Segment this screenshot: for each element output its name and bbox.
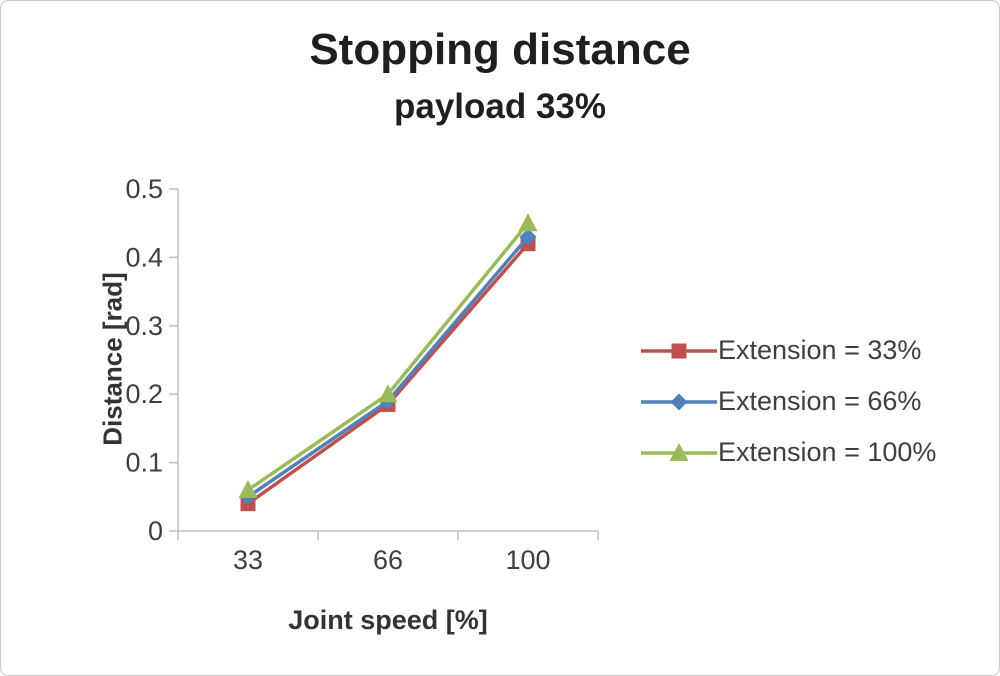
series-line [246,242,530,506]
marker-triangle [518,213,538,232]
y-tick-label: 0 [148,516,163,546]
x-axis-title: Joint speed [%] [288,605,488,635]
y-tick-label: 0.5 [125,174,163,204]
legend-marker-extension-100-icon [641,442,717,461]
legend: Extension = 33% Extension = 66% Extensio… [641,335,936,468]
legend-label: Extension = 33% [718,335,922,365]
series-2 [238,213,538,498]
marker-square [671,343,687,358]
legend-item: Extension = 66% [641,386,936,417]
marker-diamond [519,228,537,246]
legend-label: Extension = 100% [718,437,937,467]
y-tick-label: 0.3 [125,311,163,341]
plot-area: 0 0.1 0.2 0.3 0.4 0.5 33 66 100 [125,174,599,575]
marker-triangle [238,479,258,498]
marker-diamond [670,393,688,410]
y-tick-label: 0.1 [125,448,163,478]
series-line [247,222,530,492]
marker-triangle [669,442,689,461]
x-tick-label: 33 [233,545,263,575]
x-tick-label: 66 [373,545,403,575]
legend-marker-extension-33-icon [641,343,717,358]
x-tick-label: 100 [505,545,550,575]
legend-item: Extension = 100% [641,437,936,468]
chart-title: Stopping distance [309,25,691,74]
chart-subtitle: payload 33% [393,87,607,126]
legend-label: Extension = 66% [718,386,922,416]
y-tick-label: 0.2 [125,379,163,409]
axes: 0 0.1 0.2 0.3 0.4 0.5 33 66 100 [125,174,599,575]
y-tick-label: 0.4 [125,242,163,272]
legend-item: Extension = 33% [641,335,936,366]
marker-triangle [378,384,398,403]
legend-marker-extension-66-icon [641,393,717,410]
